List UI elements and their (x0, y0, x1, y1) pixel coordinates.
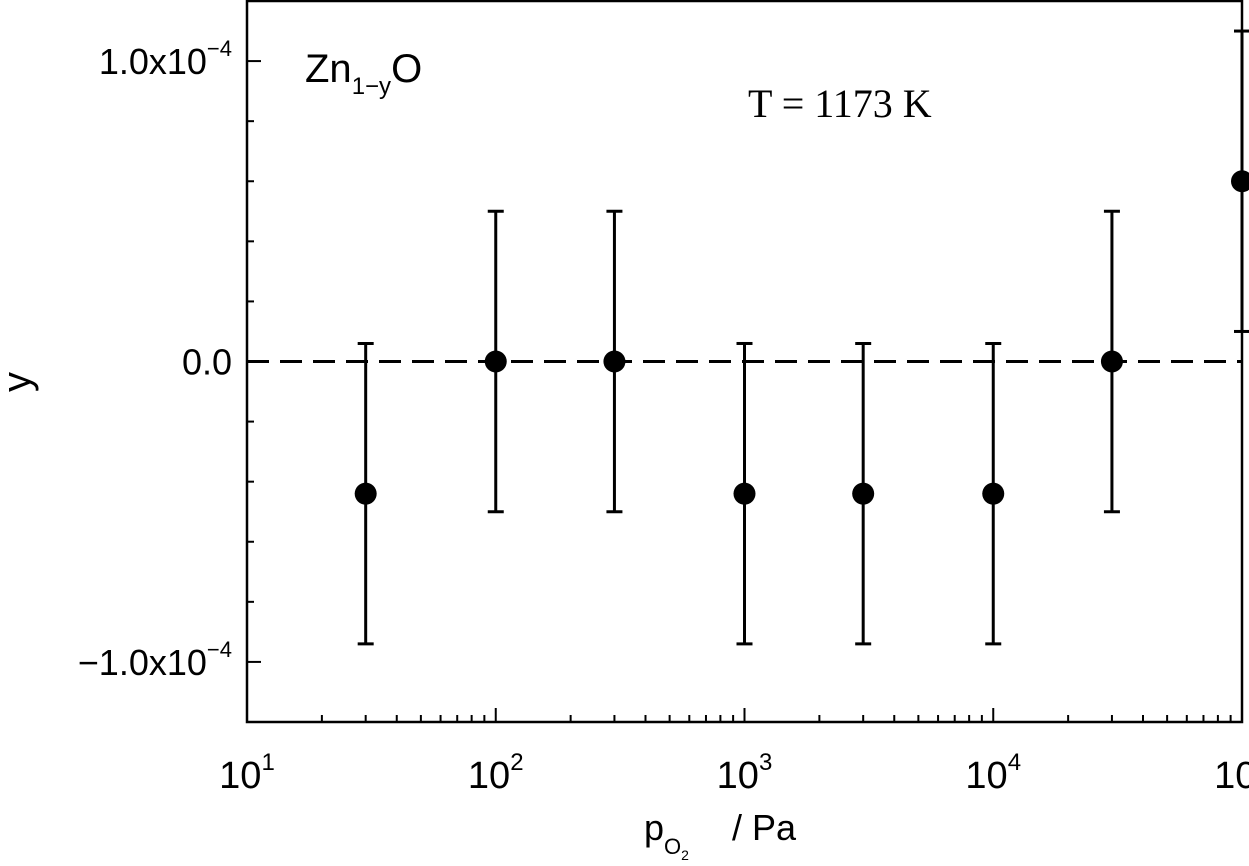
panel-label-subscript: 1−y (352, 73, 391, 100)
data-point (852, 482, 875, 505)
x-tick-label: 104 (965, 749, 1021, 797)
data-point-group (354, 341, 377, 646)
data-point (733, 482, 756, 505)
data-point (484, 350, 507, 373)
x-tick-label-exponent: 3 (759, 749, 772, 776)
data-point-group (982, 341, 1005, 646)
x-tick-label-base: 10 (717, 755, 759, 797)
data-point-group (484, 209, 507, 514)
data-points (354, 29, 1249, 646)
x-tick-label-base: 10 (965, 755, 1007, 797)
y-tick-label-main: 1.0x10 (99, 41, 207, 82)
panel-label-main: Zn (305, 47, 352, 91)
y-axis-ticks (247, 0, 261, 723)
x-axis-label-subsubscript: 2 (681, 847, 689, 863)
x-tick-label-exponent: 2 (510, 749, 523, 776)
x-tick-label: 102 (468, 749, 524, 797)
x-axis-ticks (246, 708, 1243, 722)
x-tick-label-exponent: 4 (1008, 749, 1021, 776)
data-point (603, 350, 626, 373)
y-tick-label-main: 0.0 (182, 342, 232, 383)
y-tick-label-main: −1.0x10 (78, 642, 207, 683)
data-point-group (852, 341, 875, 646)
data-point (1100, 350, 1123, 373)
y-tick-label: 0.0 (182, 342, 232, 383)
x-tick-label: 103 (717, 749, 773, 797)
x-tick-label: 105 (1214, 749, 1249, 797)
data-point-group (1100, 209, 1123, 514)
y-tick-label-exponent: −4 (207, 637, 232, 662)
y-tick-labels: −1.0x10−40.01.0x10−4 (78, 36, 232, 683)
x-tick-label-base: 10 (219, 755, 261, 797)
x-tick-label-exponent: 1 (261, 749, 274, 776)
y-axis-label: y (0, 372, 39, 392)
x-axis-label: pO2 / Pa (644, 807, 797, 863)
data-point (982, 482, 1005, 505)
temperature-annotation: T = 1173 K (748, 81, 932, 126)
x-tick-label: 101 (219, 749, 275, 797)
y-tick-label: −1.0x10−4 (78, 637, 232, 683)
y-tick-label: 1.0x10−4 (99, 36, 232, 82)
x-tick-labels: 101102103104105 (219, 749, 1249, 797)
panel-label: Zn1−yO (305, 47, 422, 100)
x-tick-label-base: 10 (1214, 755, 1249, 797)
y-tick-label-exponent: −4 (207, 36, 232, 61)
data-point-group (603, 209, 626, 514)
data-point (354, 482, 377, 505)
data-point-group (1231, 29, 1249, 333)
panel-label-tail: O (391, 47, 422, 91)
x-axis-label-unit: / Pa (732, 807, 797, 848)
data-point (1231, 170, 1249, 193)
x-tick-label-base: 10 (468, 755, 510, 797)
x-axis-label-main: p (644, 807, 664, 848)
data-point-group (733, 341, 756, 646)
x-axis-label-subscript: O (664, 834, 681, 859)
